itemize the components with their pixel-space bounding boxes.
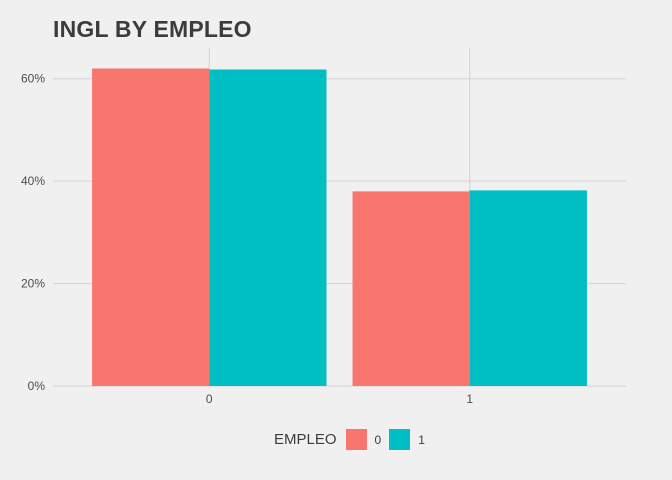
chart-title: INGL BY EMPLEO: [53, 16, 252, 42]
bar-cat1-series0: [352, 191, 470, 386]
legend-item-1: 1: [389, 429, 425, 450]
bar-cat1-series1: [469, 190, 587, 386]
bar-cat0-series1: [209, 69, 327, 386]
y-tick-label: 40%: [21, 174, 45, 188]
legend-item-0: 0: [345, 429, 382, 450]
legend-label-0: 0: [374, 432, 382, 447]
bar-cat0-series0: [92, 68, 210, 386]
legend: EMPLEO 0 1: [274, 429, 433, 450]
x-tick-label: 1: [466, 392, 473, 406]
x-tick-label: 0: [206, 392, 213, 406]
legend-title: EMPLEO: [274, 431, 337, 448]
legend-label-1: 1: [418, 432, 425, 447]
legend-key-1: [389, 429, 411, 450]
y-tick-label: 20%: [21, 277, 45, 291]
y-tick-label: 60%: [21, 72, 45, 86]
legend-key-0: [345, 429, 367, 450]
y-tick-label: 0%: [28, 379, 46, 393]
